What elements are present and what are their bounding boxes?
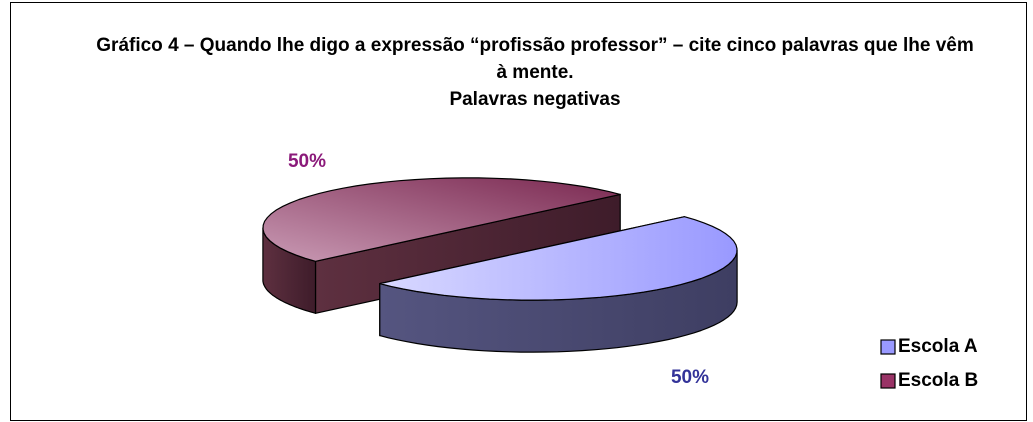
- legend-label: Escola B: [898, 370, 978, 391]
- chart-subtitle: Palavras negativas: [449, 89, 621, 110]
- legend-swatch: [880, 339, 896, 355]
- pie-slice: [379, 216, 738, 301]
- legend-swatch: [880, 373, 896, 389]
- chart-title: Gráfico 4 – Quando lhe digo a expressão …: [96, 35, 974, 83]
- data-label: 50%: [671, 367, 709, 388]
- pie-slice: [262, 177, 621, 262]
- data-label: 50%: [288, 151, 326, 172]
- chart-title-block: Gráfico 4 – Quando lhe digo a expressão …: [95, 32, 975, 113]
- legend-label: Escola A: [898, 336, 978, 357]
